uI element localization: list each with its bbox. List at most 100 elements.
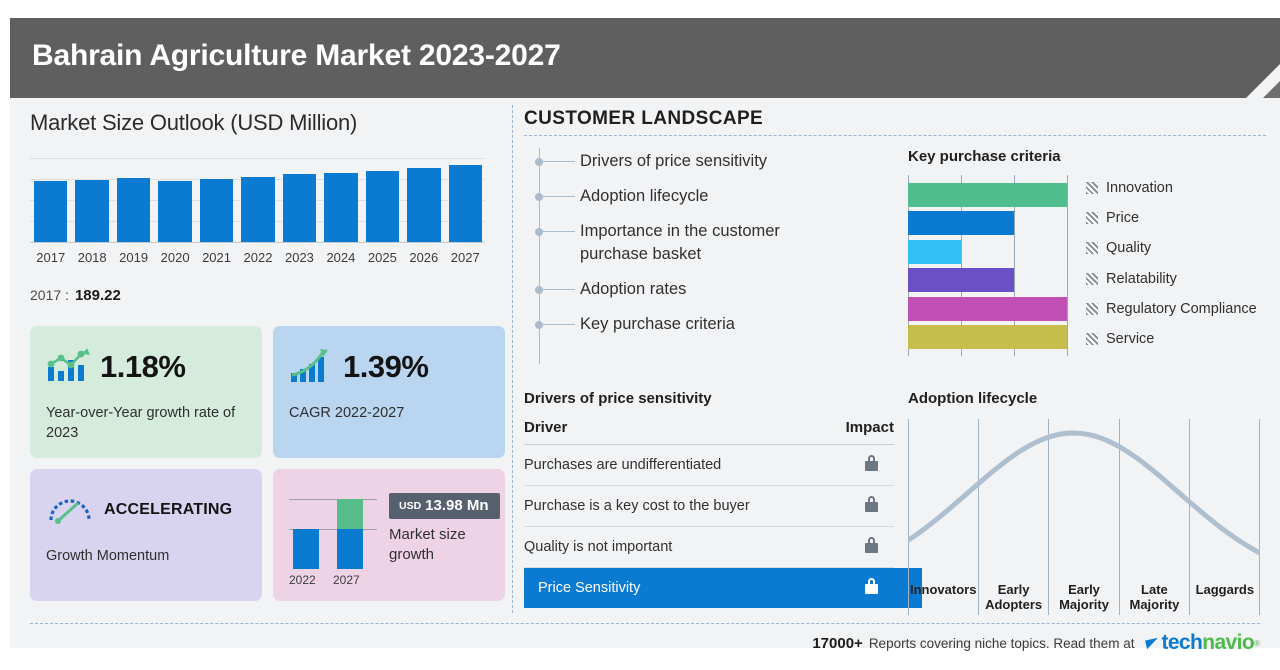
column-header-driver: Driver bbox=[524, 419, 567, 436]
legend-swatch-icon bbox=[1086, 303, 1098, 315]
table-row[interactable]: Price Sensitivity bbox=[524, 568, 922, 608]
customer-landscape-list: Drivers of price sensitivity Adoption li… bbox=[524, 146, 904, 344]
list-item[interactable]: Adoption lifecycle bbox=[524, 181, 904, 216]
list-item-label: Adoption lifecycle bbox=[580, 181, 708, 208]
bar-2025 bbox=[366, 171, 399, 244]
column-header-impact: Impact bbox=[846, 419, 894, 436]
bullet-dot-icon bbox=[535, 321, 543, 329]
x-label-2018: 2018 bbox=[75, 250, 108, 265]
list-item[interactable]: Drivers of price sensitivity bbox=[524, 146, 904, 181]
trademark-symbol: ® bbox=[1254, 639, 1260, 648]
connector-line bbox=[543, 196, 575, 197]
kpc-bar-price bbox=[908, 211, 1014, 235]
first-year-number: 189.22 bbox=[75, 287, 121, 304]
lock-icon bbox=[865, 496, 878, 516]
bar-2023 bbox=[283, 174, 316, 243]
market-growth-badge: USD13.98 Mn bbox=[389, 493, 500, 519]
report-count: 17000+ bbox=[812, 635, 862, 652]
legend-label: Quality bbox=[1106, 240, 1151, 256]
market-size-bar-chart bbox=[30, 158, 485, 243]
drivers-table: Driver Impact Purchases are undifferenti… bbox=[524, 419, 894, 608]
driver-name: Price Sensitivity bbox=[538, 580, 640, 596]
list-item-label: Importance in the customer purchase bask… bbox=[580, 216, 850, 267]
momentum-value: ACCELERATING bbox=[104, 501, 232, 519]
adoption-title: Adoption lifecycle bbox=[908, 390, 1266, 407]
segment-label-innovators: Innovators bbox=[908, 582, 978, 613]
header-bar: Bahrain Agriculture Market 2023-2027 bbox=[10, 18, 1280, 98]
lock-icon bbox=[865, 578, 878, 598]
market-size-title: Market Size Outlook (USD Million) bbox=[30, 110, 496, 136]
list-item[interactable]: Adoption rates bbox=[524, 274, 904, 309]
list-item-label: Adoption rates bbox=[580, 274, 686, 301]
legend-label: Innovation bbox=[1106, 180, 1173, 196]
connector-line bbox=[543, 324, 575, 325]
footer-text: Reports covering niche topics. Read them… bbox=[869, 636, 1135, 651]
stat-card-market-growth: 2022 2027 USD13.98 Mn Market size growth bbox=[273, 469, 505, 601]
technavio-mark-icon bbox=[1146, 637, 1161, 649]
infographic-page: Bahrain Agriculture Market 2023-2027 Mar… bbox=[0, 0, 1280, 670]
x-label-2021: 2021 bbox=[200, 250, 233, 265]
bar-2020 bbox=[158, 181, 191, 243]
stat-card-cagr: 1.39% CAGR 2022-2027 bbox=[273, 326, 505, 458]
legend-swatch-icon bbox=[1086, 242, 1098, 254]
market-size-x-labels: 2017201820192020202120222023202420252026… bbox=[34, 250, 482, 265]
x-label-2025: 2025 bbox=[366, 250, 399, 265]
x-label-2017: 2017 bbox=[34, 250, 67, 265]
bar-2022 bbox=[241, 177, 274, 243]
x-label-2026: 2026 bbox=[407, 250, 440, 265]
drivers-table-block: Drivers of price sensitivity Driver Impa… bbox=[524, 390, 894, 608]
driver-name: Purchases are undifferentiated bbox=[524, 457, 721, 473]
list-item-label: Drivers of price sensitivity bbox=[580, 146, 767, 173]
legend-swatch-icon bbox=[1086, 273, 1098, 285]
first-year-value: 2017 : 189.22 bbox=[30, 287, 496, 304]
kpc-bar-quality bbox=[908, 240, 961, 264]
legend-item: Quality bbox=[1086, 240, 1257, 256]
x-label-2022: 2022 bbox=[241, 250, 274, 265]
segment-label-early-adopters: EarlyAdopters bbox=[978, 582, 1048, 613]
lock-icon bbox=[865, 537, 878, 557]
page-title: Bahrain Agriculture Market 2023-2027 bbox=[32, 39, 561, 73]
legend-label: Relatability bbox=[1106, 271, 1177, 287]
segment-label-laggards: Laggards bbox=[1190, 582, 1260, 613]
table-row[interactable]: Purchases are undifferentiated bbox=[524, 445, 894, 486]
table-row[interactable]: Purchase is a key cost to the buyer bbox=[524, 486, 894, 527]
bullet-dot-icon bbox=[535, 158, 543, 166]
bullet-dot-icon bbox=[535, 193, 543, 201]
customer-landscape-panel: CUSTOMER LANDSCAPE Drivers of price sens… bbox=[524, 108, 1266, 344]
bullet-dot-icon bbox=[535, 228, 543, 236]
kpc-bar-regulatory-compliance bbox=[908, 297, 1067, 321]
legend-item: Innovation bbox=[1086, 180, 1257, 196]
segment-label-late-majority: LateMajority bbox=[1119, 582, 1189, 613]
list-item[interactable]: Importance in the customer purchase bask… bbox=[524, 216, 904, 274]
bar-2019 bbox=[117, 178, 150, 243]
table-header: Driver Impact bbox=[524, 419, 894, 445]
key-purchase-criteria-chart: Key purchase criteria InnovationPriceQua… bbox=[908, 148, 1266, 356]
table-row[interactable]: Quality is not important bbox=[524, 527, 894, 568]
legend-swatch-icon bbox=[1086, 212, 1098, 224]
x-label-2027: 2027 bbox=[449, 250, 482, 265]
x-axis-line bbox=[30, 242, 485, 243]
first-year-label: 2017 : bbox=[30, 287, 69, 303]
kpc-bar-innovation bbox=[908, 183, 1067, 207]
stat-card-yoy: 1.18% Year-over-Year growth rate of 2023 bbox=[30, 326, 262, 458]
segment-label-early-majority: EarlyMajority bbox=[1049, 582, 1119, 613]
list-item[interactable]: Key purchase criteria bbox=[524, 309, 904, 344]
footer-divider bbox=[30, 623, 1260, 624]
mini-label-2027: 2027 bbox=[333, 573, 360, 587]
bar-line-growth-icon bbox=[46, 347, 90, 388]
kpc-bar-service bbox=[908, 325, 1067, 349]
legend-swatch-icon bbox=[1086, 182, 1098, 194]
bar-2017 bbox=[34, 181, 67, 243]
x-label-2024: 2024 bbox=[324, 250, 357, 265]
lock-icon bbox=[865, 455, 878, 475]
bar-2026 bbox=[407, 168, 440, 244]
legend-swatch-icon bbox=[1086, 333, 1098, 345]
bar-arrow-growth-icon bbox=[289, 347, 333, 388]
technavio-logo[interactable]: technavio® bbox=[1146, 631, 1260, 655]
stat-card-momentum: ACCELERATING Growth Momentum bbox=[30, 469, 262, 601]
market-growth-caption: Market size growth bbox=[389, 525, 505, 564]
bullet-dot-icon bbox=[535, 286, 543, 294]
x-label-2019: 2019 bbox=[117, 250, 150, 265]
driver-name: Purchase is a key cost to the buyer bbox=[524, 498, 750, 514]
corner-fold-decoration bbox=[1246, 64, 1280, 98]
